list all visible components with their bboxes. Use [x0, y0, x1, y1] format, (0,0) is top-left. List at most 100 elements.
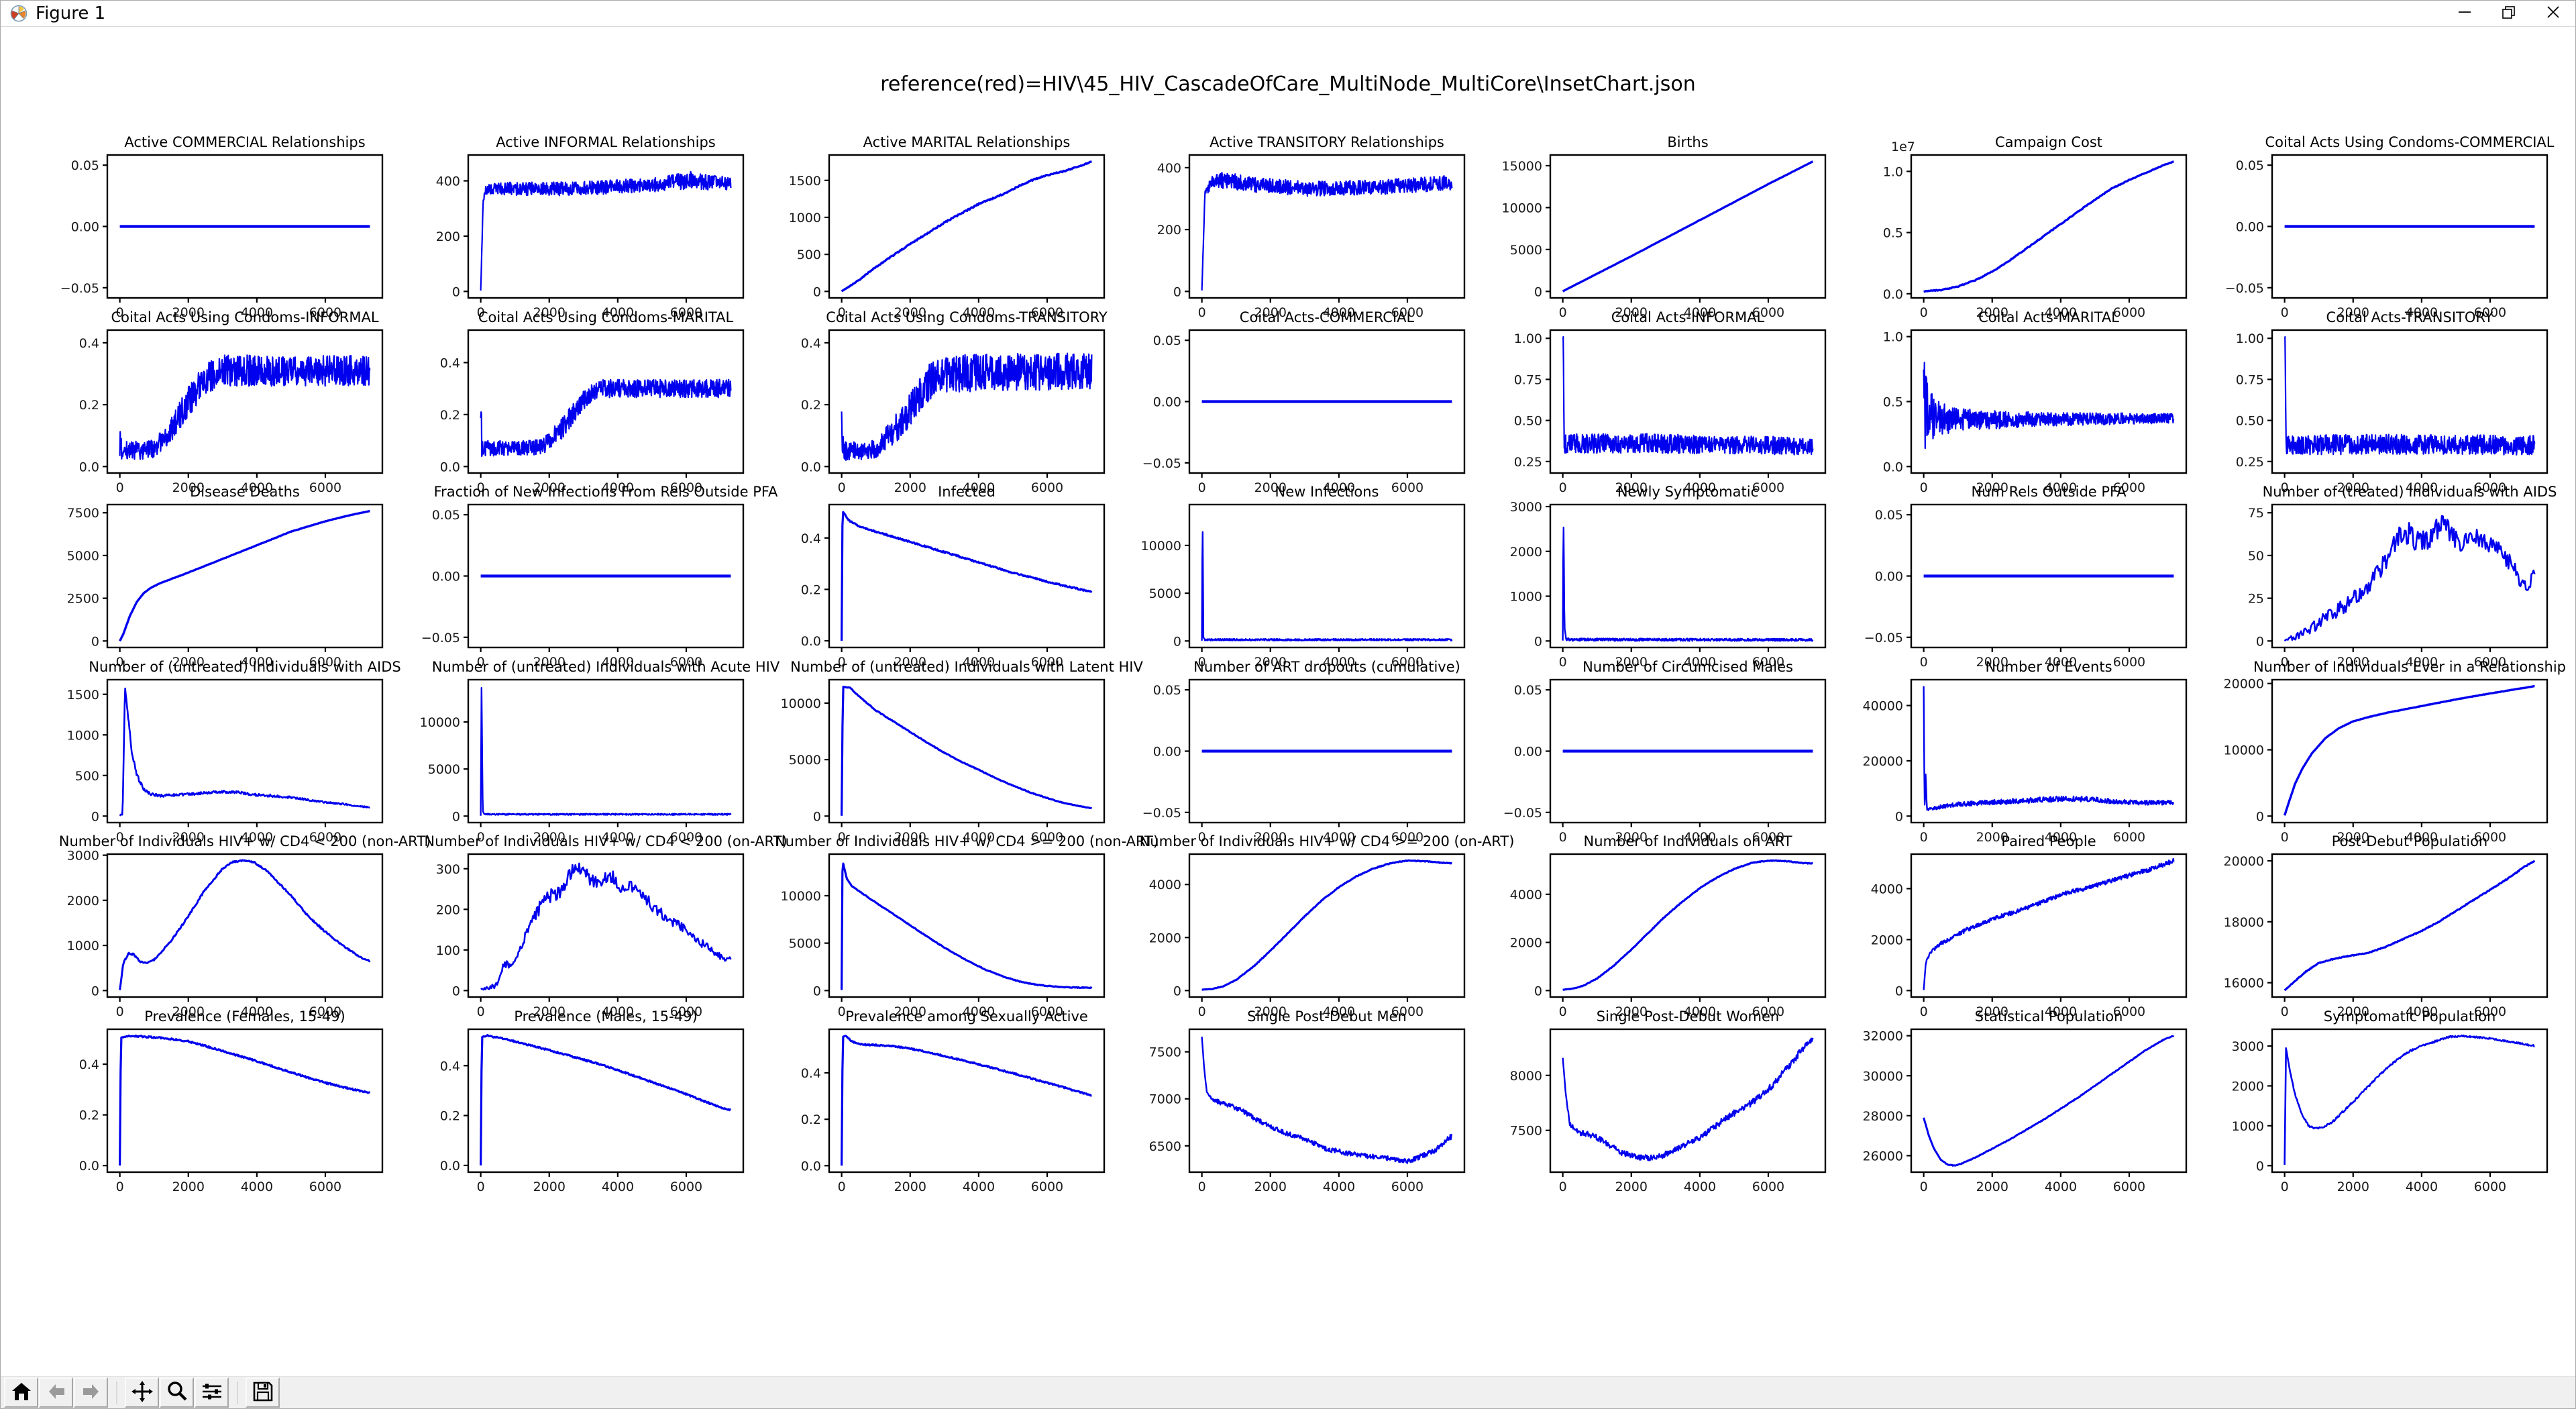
axis-text: 0 — [91, 984, 99, 998]
axis-text: 4000 — [1323, 830, 1355, 845]
forward-button[interactable] — [74, 1377, 108, 1408]
subplot-statistical-population: Statistical Population 0 2000 4000 6000 32000… — [1863, 1008, 2188, 1194]
arrow-right-icon — [80, 1380, 103, 1406]
axis-text: 1.00 — [1514, 331, 1542, 346]
data-line — [480, 686, 732, 816]
axes-frame — [106, 678, 384, 823]
subplot-prevalence-males-15-49: Prevalence (Males, 15-49) 0 2000 4000 6000 0.… — [440, 1008, 744, 1194]
data-line — [119, 859, 371, 990]
axis-text: 6000 — [309, 1004, 341, 1019]
axis-text: 5000 — [1149, 586, 1181, 601]
data-line — [840, 511, 1092, 641]
axes-frame — [1549, 329, 1827, 474]
subplot-prevalence-among-sexually-active: Prevalence among Sexually Active 0 2000 400… — [800, 1008, 1105, 1194]
axis-text: −0.05 — [60, 281, 99, 296]
axis-text: 0 — [1895, 984, 1903, 998]
minimize-icon — [2456, 3, 2473, 23]
axis-text: 1000 — [2231, 1118, 2263, 1133]
axis-text: 2000 — [2337, 1004, 2369, 1019]
axis-text: 4000 — [1684, 1004, 1716, 1019]
axis-text: 2000 — [2337, 830, 2369, 845]
close-button[interactable] — [2531, 1, 2575, 26]
axis-text: 400 — [1157, 161, 1181, 176]
axis-text: 7500 — [1149, 1045, 1181, 1059]
axis-text: 1500 — [788, 174, 820, 189]
data-line — [840, 1034, 1092, 1165]
axis-text: 2000 — [1615, 1004, 1648, 1019]
axis-text: 2000 — [894, 830, 926, 845]
subplot-title: Active MARITAL Relationships — [863, 134, 1070, 150]
pan-button[interactable] — [125, 1377, 159, 1408]
axis-text: 4000 — [1684, 480, 1716, 495]
axis-text: 20000 — [1863, 753, 1903, 768]
axes-frame — [1549, 1028, 1827, 1173]
axis-text: 0.00 — [2235, 220, 2263, 235]
axis-text: 0 — [1198, 1004, 1206, 1019]
subplot-active-commercial-relationships: Active COMMERCIAL Relationships 0 2000 4000… — [60, 134, 384, 320]
subplot-title: Number of ART dropouts (cumulative) — [1194, 659, 1461, 675]
save-button[interactable] — [246, 1377, 280, 1408]
axis-text: 4000 — [2045, 830, 2077, 845]
axis-text: 7500 — [67, 506, 99, 521]
data-line — [841, 160, 1092, 293]
axis-text: 4000 — [2405, 1180, 2437, 1194]
axes-frame — [467, 1028, 744, 1173]
axis-text: 0.2 — [79, 398, 99, 413]
minimize-button[interactable] — [2443, 1, 2487, 26]
axis-text: 6000 — [1030, 1180, 1063, 1194]
axis-text: 4000 — [241, 305, 273, 320]
axis-text: 0.05 — [1153, 683, 1181, 698]
axis-text: 10000 — [780, 696, 820, 711]
axis-text: 0.2 — [800, 1112, 820, 1127]
subplot-title: Number of (untreated) Individuals with A… — [432, 659, 780, 675]
axis-text: 15000 — [1502, 159, 1542, 174]
pan-arrows-icon — [131, 1380, 154, 1406]
axis-text: 0.05 — [431, 508, 460, 523]
axis-text: 100 — [436, 943, 460, 958]
axis-text: 2000 — [1615, 655, 1648, 670]
axis-text: 500 — [75, 768, 99, 783]
subplot-post-debut-population: Post-Debut Population 0 2000 4000 6000 16000 1… — [2223, 833, 2548, 1019]
axis-text: 75 — [2248, 506, 2264, 521]
subplot-title: Prevalence (Females, 15-49) — [144, 1008, 345, 1025]
axis-text: 0 — [837, 480, 845, 495]
axis-text: 0 — [1534, 634, 1542, 649]
subplot-title: Coital Acts Using Condoms-COMMERCIAL — [2265, 134, 2554, 150]
zoom-button[interactable] — [160, 1377, 194, 1408]
axes-frame — [828, 853, 1105, 998]
axis-text: −0.05 — [1864, 631, 1903, 645]
axis-text: 6000 — [2113, 830, 2145, 845]
axis-text: 6000 — [1752, 1004, 1784, 1019]
axes-frame — [1910, 1028, 2188, 1173]
subplot-title: Number of Individuals HIV+ w/ CD4 < 200 … — [424, 833, 787, 849]
restore-button[interactable] — [2487, 1, 2531, 26]
axis-text: 0 — [116, 1180, 124, 1194]
subplot-title: Coital Acts Using Condoms-MARITAL — [478, 309, 734, 325]
subplot-title: Paired People — [2001, 833, 2096, 849]
subplot-title: Number of (treated) Individuals with AID… — [2262, 484, 2557, 500]
axes-frame — [2271, 853, 2548, 998]
axis-text: 0.75 — [2235, 372, 2263, 387]
axis-text: 2000 — [1149, 931, 1181, 945]
home-button[interactable] — [4, 1377, 38, 1408]
data-line — [480, 170, 732, 291]
axis-text: 2000 — [1254, 655, 1287, 670]
axis-text: 0 — [116, 480, 124, 495]
back-button[interactable] — [39, 1377, 73, 1408]
subplot-disease-deaths: Disease Deaths 0 2000 4000 6000 0 2500 5000 7500 — [67, 484, 384, 670]
axis-text: 50 — [2248, 549, 2264, 564]
configure-subplots-button[interactable] — [195, 1377, 229, 1408]
axis-text: 20000 — [2223, 676, 2263, 691]
subplot-title: Infected — [938, 484, 996, 500]
subplot-number-of-individuals-hiv-w-cd4-200-non-art: Number of Individuals HIV+ w/ CD4 >= 200… — [775, 833, 1159, 1019]
axis-text: 0 — [837, 655, 845, 670]
subplot-title: Active TRANSITORY Relationships — [1210, 134, 1445, 150]
axis-text: 0 — [1920, 480, 1928, 495]
subplot-number-of-treated-individuals-with-aids: Number of (treated) Individuals with AID… — [2248, 484, 2557, 670]
axis-text: 4000 — [2405, 1004, 2437, 1019]
subplot-title: Number of Individuals HIV+ w/ CD4 >= 200… — [775, 833, 1159, 849]
data-line — [1562, 335, 1814, 456]
data-line — [1562, 160, 1814, 293]
axis-text: 4000 — [1684, 830, 1716, 845]
